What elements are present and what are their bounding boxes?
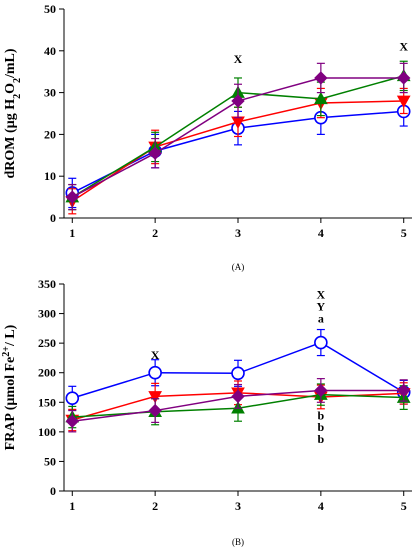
chart-b-ytick-label: 300 — [38, 307, 56, 321]
chart-b-ytick-label: 200 — [38, 366, 56, 380]
chart-b-xtick-label: 3 — [235, 499, 241, 513]
chart-b-series-blue-point — [314, 335, 328, 350]
chart-b-series-blue-point — [65, 391, 80, 405]
chart-b-ytick-label: 50 — [44, 454, 56, 468]
chart-b-ytick-label: 350 — [38, 277, 56, 291]
chart-a-panel-label: (A) — [232, 262, 245, 272]
chart-a-ytick-label: 30 — [44, 86, 56, 100]
chart-a-dROM: 0 10 20 30 40 50 1 2 3 4 5 dROM (µg H2O2/mL) X X (A) — [3, 2, 412, 272]
chart-b-series-blue-point — [148, 365, 162, 380]
chart-b-ytick-label: 0 — [50, 484, 56, 498]
chart-a-ytick-label: 10 — [44, 169, 56, 183]
chart-a-ytick-label: 40 — [44, 44, 56, 58]
chart-a-ylabel: dROM (µg H2O2/mL) — [3, 48, 23, 178]
chart-a-series-purple-point — [65, 190, 79, 204]
chart-b-series-purple-point — [397, 383, 411, 398]
chart-b-series-purple-point — [231, 389, 245, 404]
chart-a-series-purple-point — [231, 94, 245, 108]
chart-b-xtick-label: 1 — [69, 499, 75, 513]
chart-a-series-purple-point — [148, 146, 162, 160]
chart-a-series-purple-point — [314, 71, 328, 85]
chart-a-ytick-label: 0 — [50, 211, 56, 225]
chart-b-series-purple-point — [148, 403, 162, 418]
chart-b-ytick-label: 250 — [38, 336, 56, 350]
chart-b-xtick-label: 4 — [318, 499, 324, 513]
chart-a-series-red-point — [396, 95, 411, 108]
chart-b-annotation: X — [317, 288, 326, 302]
chart-a-ytick-label: 20 — [44, 127, 56, 141]
chart-b-series-purple-point — [314, 383, 328, 398]
chart-a-series-purple-point — [397, 71, 411, 85]
chart-b-series-purple — [65, 378, 411, 433]
chart-b-ytick-label: 150 — [38, 395, 56, 409]
chart-a-xtick-label: 3 — [235, 226, 241, 240]
chart-a-xtick-label: 5 — [401, 226, 407, 240]
chart-a-series-green-point — [314, 91, 328, 105]
chart-a-annotation: X — [399, 40, 408, 54]
chart-a-annotation: X — [234, 52, 243, 66]
chart-b-ylabel: FRAP (µmol Fe2+/ L) — [1, 324, 19, 450]
chart-b-annotation: b — [318, 408, 325, 422]
chart-b-FRAP: 0 50 100 150 200 250 300 350 1 2 3 4 5 FRAP (µmol Fe2… — [1, 277, 412, 547]
chart-b-annotation: X — [151, 348, 160, 362]
chart-b-series-purple-point — [65, 414, 79, 428]
chart-a-xtick-label: 4 — [318, 226, 324, 240]
chart-b-annotation: Y — [317, 299, 326, 313]
chart-b-xtick-label: 5 — [401, 499, 407, 513]
chart-b-annotation: b — [318, 420, 325, 434]
chart-b-series-blue-point — [231, 366, 245, 381]
chart-b-panel-label: (B) — [232, 537, 244, 547]
chart-b-annotation: b — [318, 432, 325, 446]
chart-a-xtick-label: 2 — [152, 226, 158, 240]
chart-a-xtick-label: 1 — [69, 226, 75, 240]
chart-b-series-red-point — [148, 391, 162, 404]
chart-b-annotation: a — [318, 311, 324, 325]
chart-a-ytick-label: 50 — [44, 2, 56, 16]
chart-b-ytick-label: 100 — [38, 425, 56, 439]
chart-b-xtick-label: 2 — [152, 499, 158, 513]
chart-a-series-purple — [65, 62, 411, 211]
